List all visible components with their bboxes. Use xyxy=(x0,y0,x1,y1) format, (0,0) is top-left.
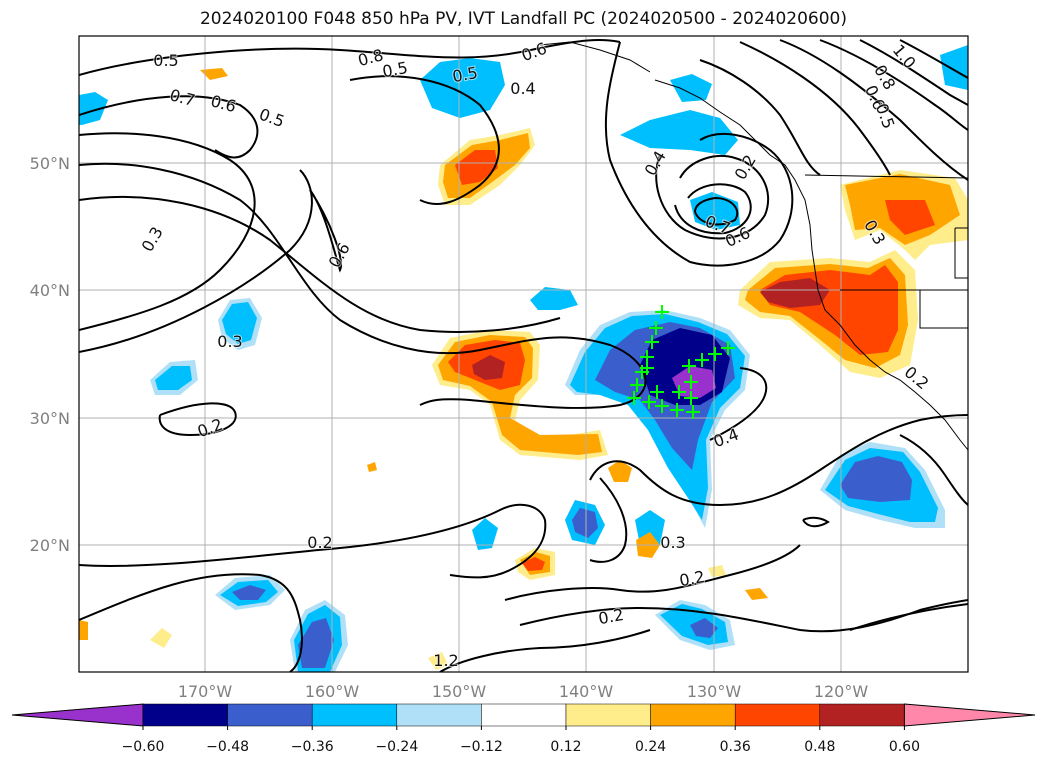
contour-label: 0.2 xyxy=(307,533,332,552)
colorbar-segment xyxy=(311,703,398,727)
contour-label: 0.6 xyxy=(209,91,239,116)
colorbar-tick-label: 0.24 xyxy=(635,739,666,755)
lat-tick-label: 20°N xyxy=(30,536,70,555)
colorbar-segment xyxy=(819,703,905,727)
lon-tick-label: 170°W xyxy=(178,682,233,701)
contour-label: 0.2 xyxy=(678,567,706,590)
coastline xyxy=(539,41,968,451)
contour-label: 0.5 xyxy=(381,58,409,81)
contour-label: 0.5 xyxy=(872,101,899,131)
plot-frame xyxy=(78,35,969,673)
latitude-axis: 50°N 40°N 30°N 20°N xyxy=(30,154,70,555)
colorbar-segment xyxy=(481,703,567,727)
contour-label: 0.2 xyxy=(195,415,225,442)
colorbar-extend-min xyxy=(11,703,144,727)
colorbar-tick-label: −0.60 xyxy=(122,739,165,755)
colorbar-segment xyxy=(650,703,736,727)
lon-tick-label: 140°W xyxy=(559,682,614,701)
colorbar-tick-label: −0.12 xyxy=(460,739,503,755)
map-title: 2024020100 F048 850 hPa PV, IVT Landfall… xyxy=(199,9,847,29)
longitude-axis: 170°W 160°W 150°W 140°W 130°W 120°W xyxy=(178,682,869,701)
colorbar-segment xyxy=(396,703,482,727)
contour-label: 1.0 xyxy=(889,41,920,73)
lon-tick-label: 150°W xyxy=(432,682,487,701)
ivt-shading xyxy=(79,45,968,672)
colorbar-tick-label: −0.36 xyxy=(291,739,334,755)
colorbar-segment xyxy=(734,703,821,727)
contour-label: 0.6 xyxy=(325,239,354,271)
colorbar-tick-label: 0.60 xyxy=(889,739,920,755)
colorbar-tick-label: 0.48 xyxy=(804,739,835,755)
lat-tick-label: 50°N xyxy=(30,154,70,173)
lat-tick-label: 40°N xyxy=(30,281,70,300)
colorbar-segment xyxy=(142,703,228,727)
contour-label: 1.2 xyxy=(433,651,458,670)
contour-label: 0.4 xyxy=(510,79,535,98)
contour-label: 0.5 xyxy=(153,51,178,70)
contour-label: 0.5 xyxy=(451,63,479,86)
pv-contours xyxy=(79,39,968,672)
contour-label: 0.6 xyxy=(519,39,549,66)
contour-label: 0.3 xyxy=(660,533,685,552)
contour-label: 0.4 xyxy=(641,147,670,179)
lat-tick-label: 30°N xyxy=(30,409,70,428)
colorbar-tick-label: 0.36 xyxy=(720,739,751,755)
contour-label: 0.3 xyxy=(217,332,242,351)
colorbar: −0.60 −0.48 −0.36 −0.24 −0.12 0.12 0.24 0.36 0.4… xyxy=(11,703,1036,755)
lon-tick-label: 130°W xyxy=(687,682,742,701)
colorbar-extend-max xyxy=(903,703,1036,727)
colorbar-tick-label: −0.24 xyxy=(375,739,418,755)
colorbar-segment xyxy=(227,703,313,727)
contour-label: 0.5 xyxy=(257,105,287,132)
lon-tick-label: 120°W xyxy=(814,682,869,701)
colorbar-segment xyxy=(565,703,651,727)
landfall-markers xyxy=(627,305,735,419)
contour-label: 0.2 xyxy=(731,151,760,183)
contour-label: 0.2 xyxy=(597,605,625,628)
contour-label: 0.3 xyxy=(138,223,167,255)
colorbar-tick-label: 0.12 xyxy=(550,739,581,755)
contour-label: 0.7 xyxy=(168,85,198,110)
colorbar-tick-label: −0.48 xyxy=(206,739,249,755)
lon-tick-label: 160°W xyxy=(305,682,360,701)
